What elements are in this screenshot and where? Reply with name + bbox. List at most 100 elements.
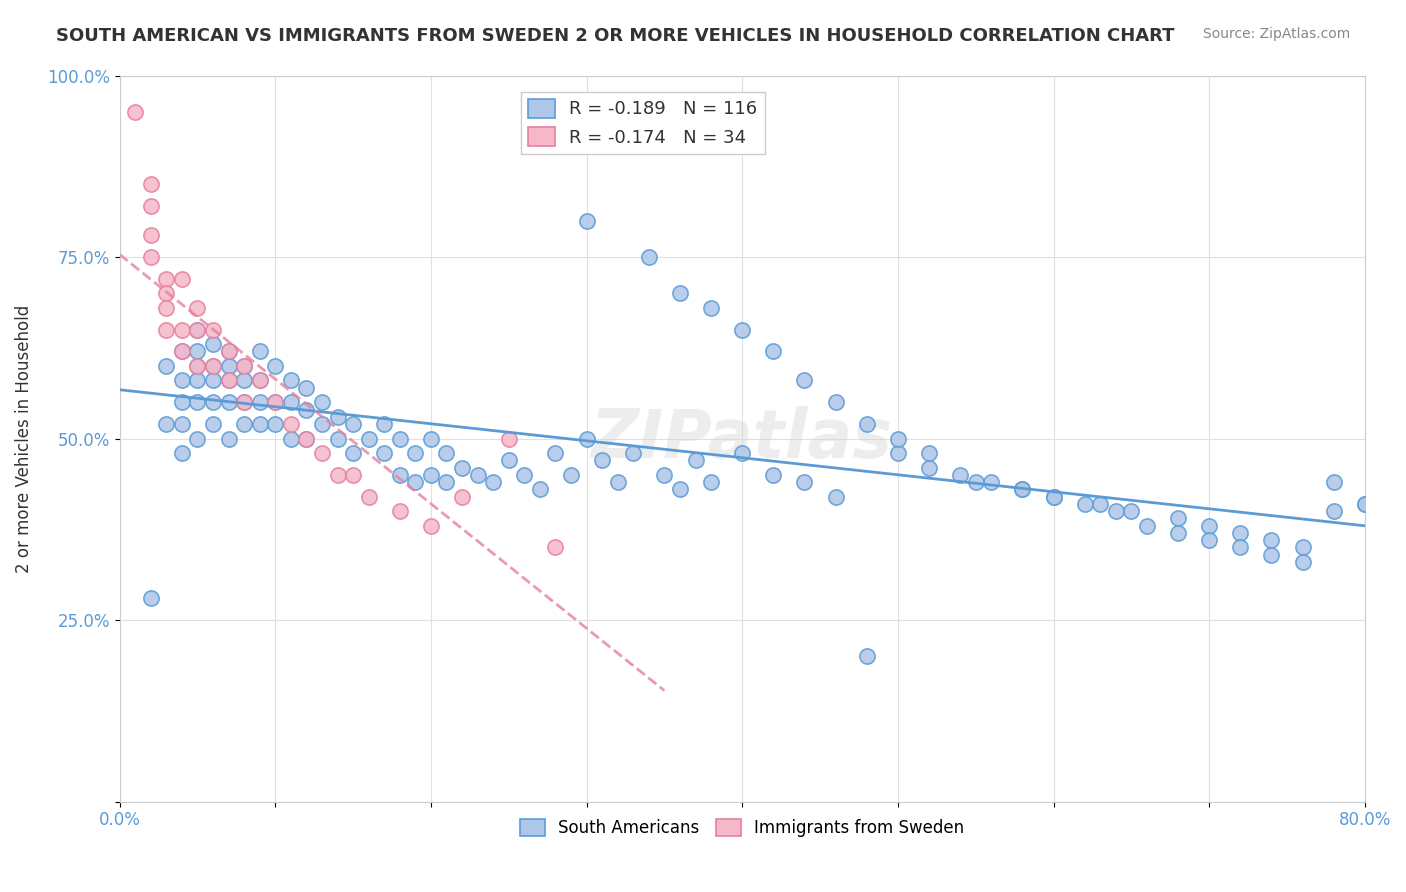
Point (451, 460, 474, 475)
Point (373, 417, 395, 431)
Point (1260, 533, 1282, 548)
Point (388, 432, 411, 446)
Point (249, 374, 271, 388)
Point (186, 323, 208, 337)
Point (1291, 541, 1313, 555)
Point (170, 344, 193, 359)
Point (1011, 483, 1033, 497)
Point (264, 359, 287, 373)
Point (124, 104, 146, 119)
Point (326, 467, 349, 482)
Point (139, 199, 162, 213)
Point (186, 301, 208, 315)
Point (233, 417, 256, 431)
Point (295, 432, 318, 446)
Point (419, 467, 441, 482)
Point (155, 417, 177, 431)
Point (1167, 511, 1189, 525)
Point (201, 359, 224, 373)
Point (295, 402, 318, 417)
Point (186, 323, 208, 337)
Point (1260, 548, 1282, 562)
Point (155, 272, 177, 286)
Point (1323, 475, 1346, 489)
Point (513, 467, 536, 482)
Point (1042, 490, 1064, 504)
Point (170, 323, 193, 337)
Point (155, 323, 177, 337)
Point (357, 432, 380, 446)
Point (295, 432, 318, 446)
Point (218, 344, 240, 359)
Point (498, 453, 520, 467)
Point (1229, 525, 1251, 540)
Point (1105, 504, 1128, 518)
Point (669, 286, 692, 301)
Point (544, 446, 567, 460)
Point (591, 453, 613, 467)
Point (218, 374, 240, 388)
Point (218, 432, 240, 446)
Point (482, 475, 505, 489)
Point (357, 490, 380, 504)
Point (342, 467, 364, 482)
Point (887, 432, 910, 446)
Point (311, 395, 333, 409)
Point (700, 301, 723, 315)
Point (404, 475, 426, 489)
Point (685, 453, 707, 467)
Point (669, 483, 692, 497)
Point (264, 395, 287, 409)
Point (280, 432, 302, 446)
Point (280, 417, 302, 431)
Point (186, 374, 208, 388)
Point (560, 467, 582, 482)
Point (139, 178, 162, 192)
Point (155, 301, 177, 315)
Point (264, 417, 287, 431)
Point (155, 286, 177, 301)
Point (887, 446, 910, 460)
Point (201, 359, 224, 373)
Point (186, 395, 208, 409)
Text: Source: ZipAtlas.com: Source: ZipAtlas.com (1202, 27, 1350, 41)
Point (855, 649, 877, 664)
Point (139, 591, 162, 606)
Text: SOUTH AMERICAN VS IMMIGRANTS FROM SWEDEN 2 OR MORE VEHICLES IN HOUSEHOLD CORRELA: SOUTH AMERICAN VS IMMIGRANTS FROM SWEDEN… (56, 27, 1175, 45)
Point (793, 374, 815, 388)
Point (218, 359, 240, 373)
Point (762, 467, 785, 482)
Point (731, 446, 754, 460)
Point (1167, 525, 1189, 540)
Point (139, 228, 162, 243)
Point (388, 467, 411, 482)
Point (544, 541, 567, 555)
Point (233, 395, 256, 409)
Point (637, 250, 659, 264)
Point (311, 417, 333, 431)
Point (419, 518, 441, 533)
Point (218, 395, 240, 409)
Legend: South Americans, Immigrants from Sweden: South Americans, Immigrants from Sweden (513, 813, 972, 844)
Point (1229, 541, 1251, 555)
Point (201, 337, 224, 351)
Point (201, 323, 224, 337)
Point (170, 417, 193, 431)
Point (824, 395, 846, 409)
Point (1354, 497, 1376, 511)
Point (918, 446, 941, 460)
Point (404, 446, 426, 460)
Point (388, 504, 411, 518)
Point (575, 432, 598, 446)
Point (139, 250, 162, 264)
Point (311, 446, 333, 460)
Point (1354, 497, 1376, 511)
Point (201, 417, 224, 431)
Point (1042, 490, 1064, 504)
Point (700, 475, 723, 489)
Point (373, 446, 395, 460)
Point (1011, 483, 1033, 497)
Point (855, 417, 877, 431)
Point (326, 432, 349, 446)
Point (186, 344, 208, 359)
